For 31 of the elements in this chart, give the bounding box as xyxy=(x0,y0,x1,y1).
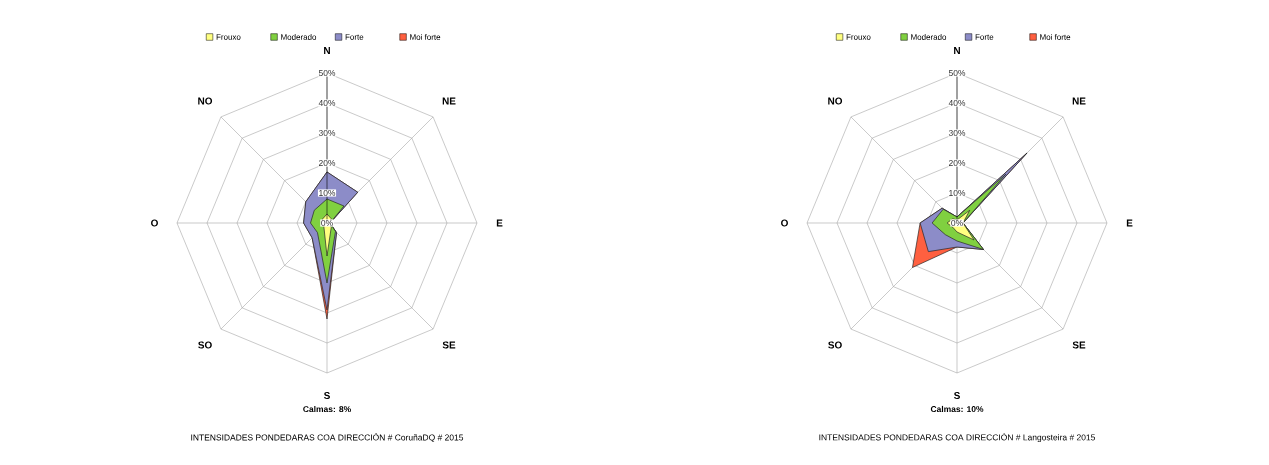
y-tick-label: 40% xyxy=(948,100,966,106)
spoke-label: SO xyxy=(828,341,842,349)
text: Calmas: 8% xyxy=(303,405,351,413)
y-tick-label: 10% xyxy=(319,190,336,196)
spoke-label: SE xyxy=(1072,341,1086,349)
spoke-label: NE xyxy=(442,97,456,105)
spoke-label: NO xyxy=(198,97,213,105)
y-tick-label: 10% xyxy=(949,190,966,196)
y-tick-label: 0% xyxy=(951,220,963,226)
text: Calmas: 10% xyxy=(930,405,984,413)
y-tick-label: 30% xyxy=(318,130,336,136)
y-tick-label: 50% xyxy=(948,70,966,76)
spoke-label: N xyxy=(954,47,960,54)
y-tick-label: 20% xyxy=(948,160,966,166)
y-tick-label: 40% xyxy=(318,100,336,106)
spoke-label: N xyxy=(324,47,330,54)
y-tick-label: 30% xyxy=(948,130,966,136)
spoke-label: S xyxy=(953,391,960,400)
spoke-label: E xyxy=(1126,219,1133,227)
y-tick-label: 20% xyxy=(318,160,336,166)
spoke-label: NE xyxy=(1072,97,1086,105)
spoke-label: E xyxy=(496,219,503,227)
y-tick-label: 50% xyxy=(318,70,336,76)
spoke-label: SE xyxy=(442,341,456,349)
text: INTENSIDADES PONDEDARAS COA DIRECCIÓN # Langosteira # 2015 xyxy=(819,432,1095,443)
spoke-label: O xyxy=(781,219,788,227)
spoke-label: SO xyxy=(198,341,212,349)
text: INTENSIDADES PONDEDARAS COA DIRECCIÓN # CoruñaDQ # 2015 xyxy=(191,433,464,442)
spoke-label: S xyxy=(323,391,330,400)
spoke-label: O xyxy=(151,219,158,227)
spoke-label: NO xyxy=(828,97,843,105)
